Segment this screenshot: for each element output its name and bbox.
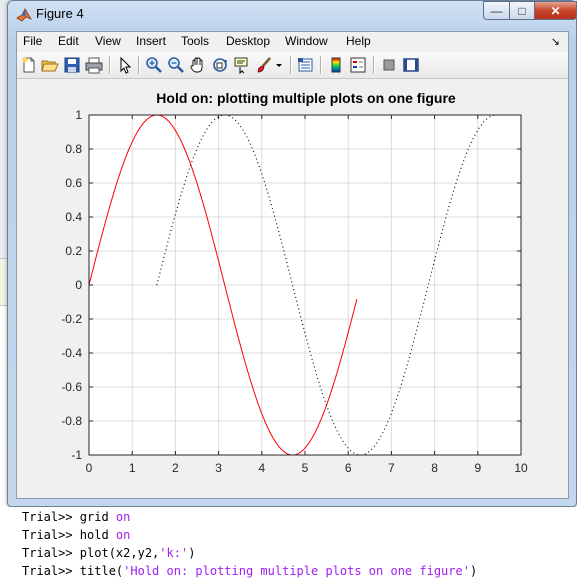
console-line: Trial>> plot(x2,y2,'k:') — [22, 546, 196, 560]
menu-view[interactable]: View — [95, 34, 121, 48]
zoom-out-icon[interactable] — [167, 56, 185, 74]
edit-plot-arrow-icon[interactable] — [116, 56, 134, 74]
tick-marks — [88, 114, 522, 456]
background-panel-strip — [0, 258, 10, 306]
link-plot-icon[interactable] — [297, 56, 315, 74]
maximize-button[interactable]: □ — [509, 1, 535, 20]
figure-toolbar — [17, 52, 568, 79]
y-tick-labels: 1 0.8 0.6 0.4 0.2 0 -0.2 -0.4 -0.6 -0.8 -1 — [61, 108, 82, 462]
zoom-in-icon[interactable] — [145, 56, 163, 74]
matlab-logo-icon — [16, 7, 32, 23]
chart-title: Hold on: plotting multiple plots on one … — [156, 90, 456, 106]
x-tick-label: 7 — [388, 461, 395, 475]
maximize-icon: □ — [518, 3, 526, 18]
print-figure-icon[interactable] — [85, 56, 103, 74]
pan-hand-icon[interactable] — [189, 56, 207, 74]
x-tick-label: 6 — [345, 461, 352, 475]
close-icon: ✕ — [550, 3, 561, 18]
figure-client-area: File Edit View Insert Tools Desktop Wind… — [16, 31, 569, 499]
y-tick-label: -1 — [71, 448, 82, 462]
hide-plot-tools-icon[interactable] — [380, 56, 398, 74]
command-window[interactable]: Trial>> grid on Trial>> hold on Trial>> … — [0, 507, 577, 581]
toolbar-separator — [320, 56, 322, 74]
y-tick-label: -0.8 — [61, 414, 82, 428]
minimize-icon: — — [490, 3, 503, 18]
insert-colorbar-icon[interactable] — [327, 56, 345, 74]
menu-help[interactable]: Help — [346, 34, 371, 48]
y-tick-label: 0.6 — [65, 176, 82, 190]
window-title: Figure 4 — [36, 6, 84, 21]
grid-lines — [89, 115, 521, 455]
y-tick-label: 0.4 — [65, 210, 82, 224]
minimize-button[interactable]: — — [483, 1, 510, 20]
y-tick-label: 0.8 — [65, 142, 82, 156]
figure-window: Figure 4 — □ ✕ File Edit View Insert Too… — [7, 0, 577, 507]
data-cursor-icon[interactable] — [233, 56, 251, 74]
y-tick-label: -0.4 — [61, 346, 82, 360]
menu-dock-arrow-icon[interactable]: ↘ — [550, 36, 560, 48]
console-line: Trial>> title('Hold on: plotting multipl… — [22, 564, 478, 578]
toolbar-separator — [290, 56, 292, 74]
x-tick-label: 1 — [129, 461, 136, 475]
y-tick-label: 1 — [75, 108, 82, 122]
new-figure-icon[interactable] — [20, 56, 38, 74]
menu-insert[interactable]: Insert — [136, 34, 167, 48]
console-line: Trial>> hold on — [22, 528, 131, 542]
title-bar[interactable]: Figure 4 — □ ✕ — [8, 1, 577, 27]
toolbar-separator — [138, 56, 140, 74]
insert-legend-icon[interactable] — [349, 56, 367, 74]
x-tick-label: 10 — [514, 461, 528, 475]
x-tick-label: 3 — [215, 461, 222, 475]
y-tick-label: -0.6 — [61, 380, 82, 394]
x-tick-label: 9 — [474, 461, 481, 475]
series-1-line — [88, 114, 358, 456]
save-figure-icon[interactable] — [63, 56, 81, 74]
menu-edit[interactable]: Edit — [58, 34, 79, 48]
rotate-3d-icon[interactable] — [211, 56, 229, 74]
x-tick-label: 4 — [258, 461, 265, 475]
x-tick-label: 8 — [431, 461, 438, 475]
figure-canvas[interactable]: Hold on: plotting multiple plots on one … — [17, 79, 568, 498]
x-tick-label: 5 — [302, 461, 309, 475]
console-line: Trial>> grid on — [22, 510, 131, 524]
x-tick-labels: 0 1 2 3 4 5 6 7 8 9 10 — [86, 461, 528, 475]
x-tick-label: 0 — [86, 461, 93, 475]
y-tick-label: 0 — [75, 278, 82, 292]
series-layer — [88, 114, 496, 456]
toolbar-separator — [109, 56, 111, 74]
menu-window[interactable]: Window — [285, 34, 328, 48]
show-plot-tools-icon[interactable] — [402, 56, 420, 74]
close-button[interactable]: ✕ — [534, 1, 577, 20]
plot-area[interactable]: Hold on: plotting multiple plots on one … — [17, 79, 568, 498]
y-tick-label: 0.2 — [65, 244, 82, 258]
brush-icon[interactable] — [255, 56, 273, 74]
menu-tools[interactable]: Tools — [181, 34, 210, 48]
menu-file[interactable]: File — [23, 34, 43, 48]
toolbar-separator — [373, 56, 375, 74]
brush-menu-chevron-down-icon[interactable] — [274, 56, 284, 74]
x-tick-label: 2 — [172, 461, 179, 475]
open-file-icon[interactable] — [41, 56, 59, 74]
menu-desktop[interactable]: Desktop — [226, 34, 271, 48]
y-tick-label: -0.2 — [61, 312, 82, 326]
menu-bar: File Edit View Insert Tools Desktop Wind… — [17, 32, 568, 52]
background-desktop — [0, 0, 10, 300]
